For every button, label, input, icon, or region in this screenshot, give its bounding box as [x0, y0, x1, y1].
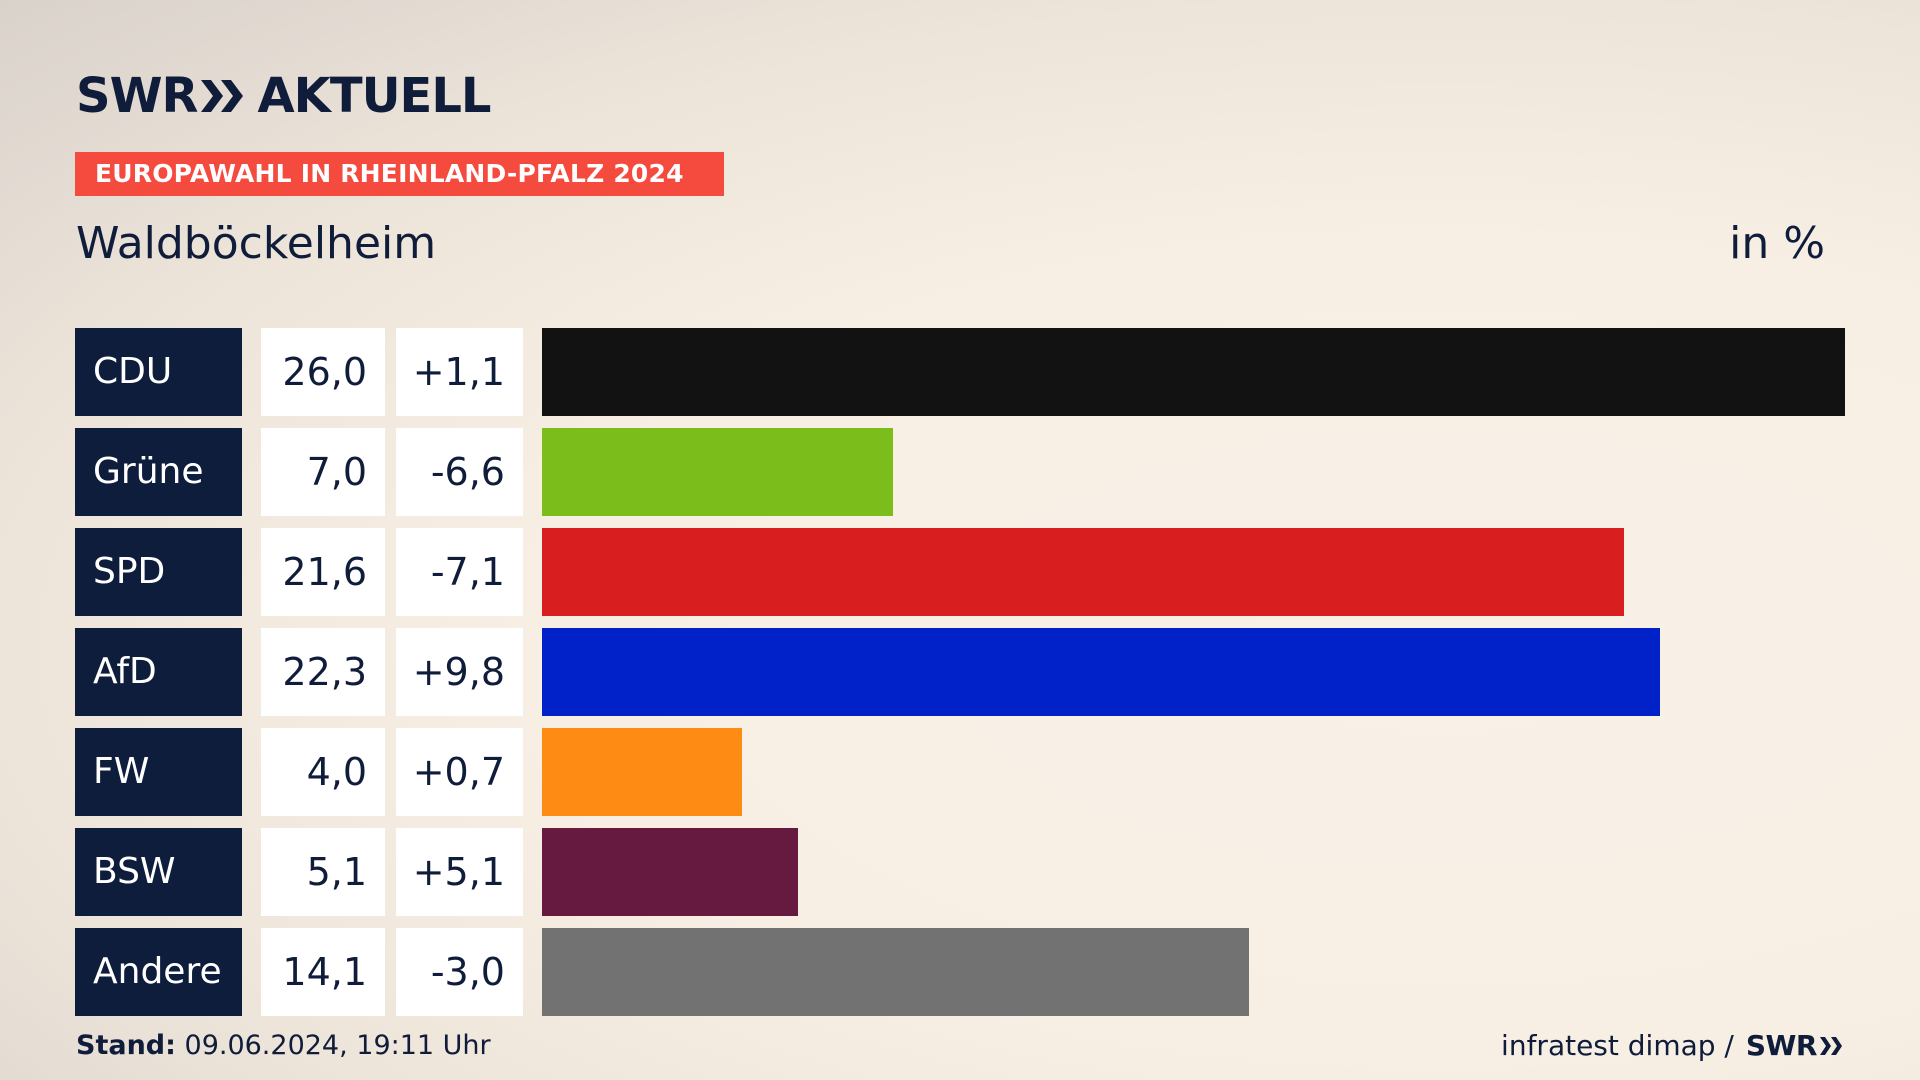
source-brand: SWR	[1746, 1029, 1845, 1062]
result-row: BSW 5,1 +5,1	[75, 828, 1845, 916]
value-label: 7,0	[261, 428, 385, 516]
diff-label: -3,0	[396, 928, 523, 1016]
double-chevron-small-icon	[1820, 1036, 1842, 1055]
source-credit: infratest dimap / SWR	[1501, 1029, 1845, 1062]
bar	[542, 928, 1249, 1016]
bar	[542, 828, 798, 916]
result-row: FW 4,0 +0,7	[75, 728, 1845, 816]
bar	[542, 328, 1845, 416]
double-chevron-icon	[201, 80, 244, 112]
stand-label: Stand:	[76, 1030, 176, 1061]
election-tag: EUROPAWAHL IN RHEINLAND-PFALZ 2024	[75, 152, 724, 196]
source-text: infratest dimap /	[1501, 1029, 1734, 1062]
unit-label: in %	[1729, 218, 1825, 269]
brand-swr: SWR	[76, 68, 198, 124]
source-brand-text: SWR	[1745, 1029, 1818, 1062]
diff-label: +0,7	[396, 728, 523, 816]
value-label: 5,1	[261, 828, 385, 916]
bar	[542, 628, 1660, 716]
diff-label: -6,6	[396, 428, 523, 516]
result-row: SPD 21,6 -7,1	[75, 528, 1845, 616]
value-label: 4,0	[261, 728, 385, 816]
value-label: 14,1	[261, 928, 385, 1016]
brand-aktuell: AKTUELL	[257, 68, 491, 124]
swr-aktuell-logo: SWR AKTUELL	[76, 68, 492, 124]
party-label: FW	[75, 728, 242, 816]
value-label: 22,3	[261, 628, 385, 716]
result-row: Andere 14,1 -3,0	[75, 928, 1845, 1016]
result-row: AfD 22,3 +9,8	[75, 628, 1845, 716]
diff-label: +1,1	[396, 328, 523, 416]
party-label: AfD	[75, 628, 242, 716]
result-row: Grüne 7,0 -6,6	[75, 428, 1845, 516]
timestamp: Stand: 09.06.2024, 19:11 Uhr	[76, 1030, 491, 1061]
place-title: Waldböckelheim	[76, 218, 437, 269]
bar	[542, 728, 742, 816]
diff-label: +9,8	[396, 628, 523, 716]
party-label: BSW	[75, 828, 242, 916]
party-label: Andere	[75, 928, 242, 1016]
value-label: 21,6	[261, 528, 385, 616]
diff-label: -7,1	[396, 528, 523, 616]
result-row: CDU 26,0 +1,1	[75, 328, 1845, 416]
stand-value: 09.06.2024, 19:11 Uhr	[184, 1030, 491, 1061]
bar	[542, 428, 893, 516]
bar	[542, 528, 1624, 616]
results-bar-chart: CDU 26,0 +1,1 Grüne 7,0 -6,6 SPD 21,6 -7,1 AfD 22,…	[75, 328, 1845, 1016]
diff-label: +5,1	[396, 828, 523, 916]
party-label: Grüne	[75, 428, 242, 516]
party-label: CDU	[75, 328, 242, 416]
party-label: SPD	[75, 528, 242, 616]
value-label: 26,0	[261, 328, 385, 416]
